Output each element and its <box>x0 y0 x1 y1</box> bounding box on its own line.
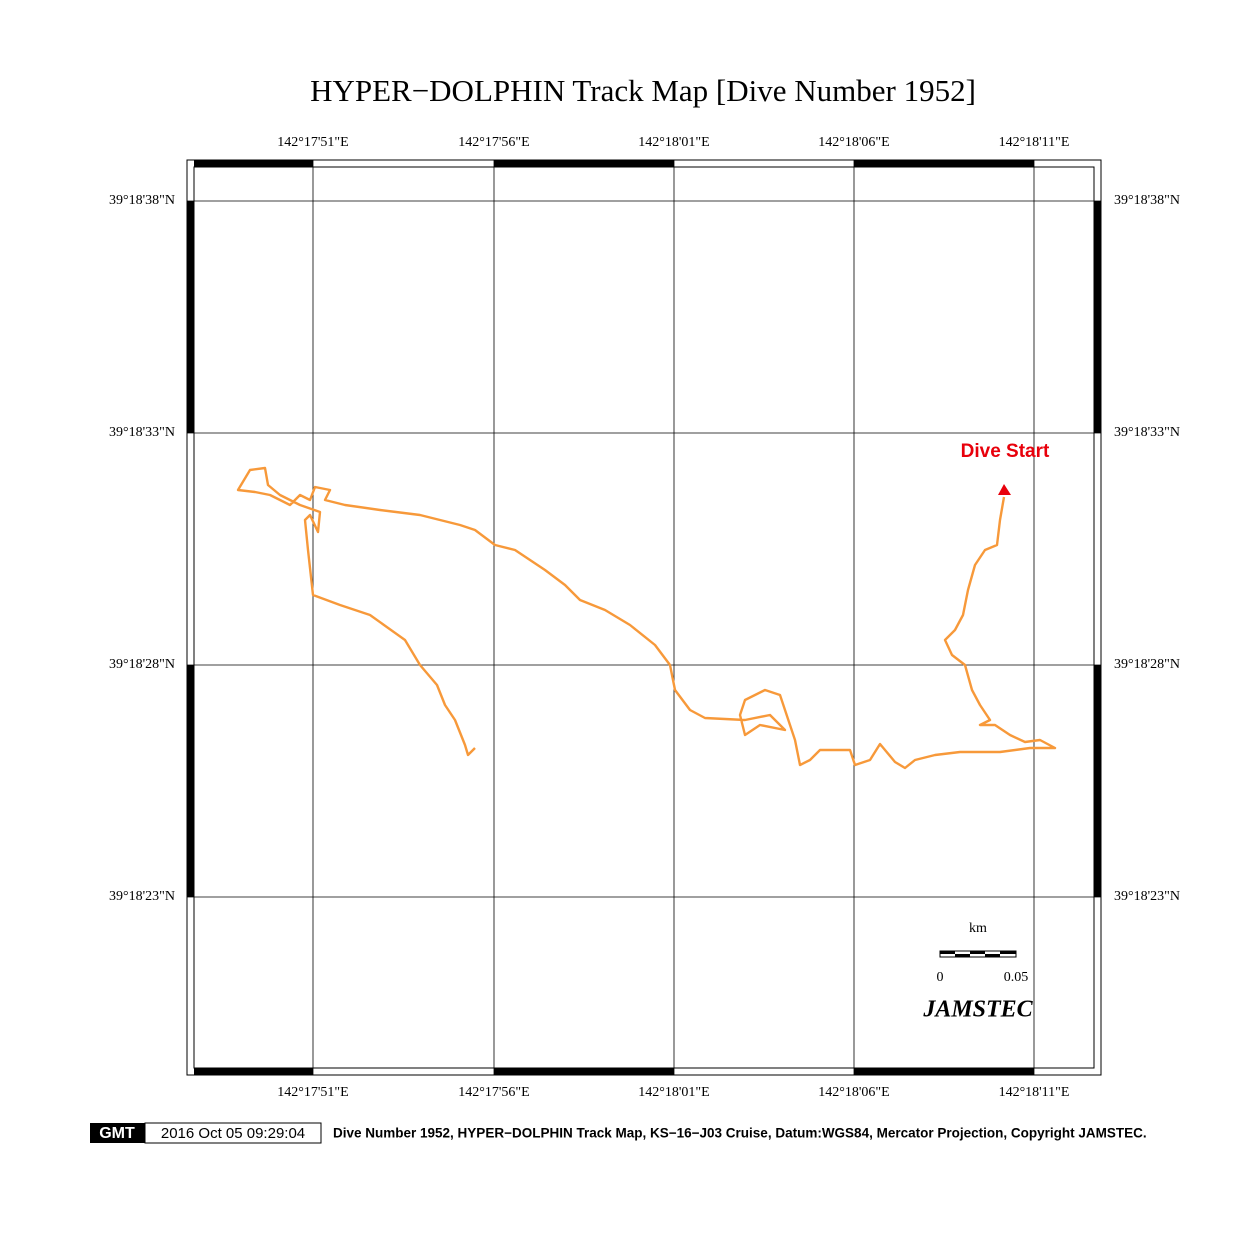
lat-label: 39°18'38"N <box>109 193 175 208</box>
lat-label: 39°18'38"N <box>1114 193 1180 208</box>
timestamp: 2016 Oct 05 09:29:04 <box>161 1125 305 1142</box>
scale-label: 0.05 <box>1004 970 1029 985</box>
lon-label: 142°18'11"E <box>999 1085 1070 1100</box>
lon-label: 142°17'51"E <box>277 1085 348 1100</box>
lat-label: 39°18'23"N <box>1114 889 1180 904</box>
footer: GMT 2016 Oct 05 09:29:04 Dive Number 195… <box>90 1122 1147 1144</box>
outer-border <box>186 159 1102 1076</box>
dive-track <box>236 466 1057 770</box>
lon-label: 142°18'01"E <box>638 1085 709 1100</box>
gmt-logo: GMT <box>99 1125 135 1142</box>
lat-label: 39°18'28"N <box>109 657 175 672</box>
caption: Dive Number 1952, HYPER−DOLPHIN Track Ma… <box>333 1126 1147 1141</box>
lon-label: 142°18'11"E <box>999 135 1070 150</box>
border-bars <box>187 160 1101 1075</box>
marker-label: Dive Start <box>961 441 1050 462</box>
lat-label: 39°18'23"N <box>109 889 175 904</box>
dive-start-marker <box>998 484 1011 495</box>
lon-label: 142°18'06"E <box>818 1085 889 1100</box>
lon-label: 142°17'56"E <box>458 135 529 150</box>
lat-label: 39°18'33"N <box>109 425 175 440</box>
lat-label: 39°18'28"N <box>1114 657 1180 672</box>
lon-label: 142°18'06"E <box>818 135 889 150</box>
scale-unit: km <box>969 921 987 936</box>
scale-label: 0 <box>937 970 944 985</box>
lon-label: 142°17'56"E <box>458 1085 529 1100</box>
map-title: HYPER−DOLPHIN Track Map [Dive Number 195… <box>310 73 976 108</box>
lat-label: 39°18'33"N <box>1114 425 1180 440</box>
map-frame <box>186 159 1102 1076</box>
scale-bar: km 0 0.05 <box>937 921 1029 985</box>
lon-label: 142°18'01"E <box>638 135 709 150</box>
graticule <box>187 160 1101 1075</box>
lon-label: 142°17'51"E <box>277 135 348 150</box>
map-logo: JAMSTEC <box>922 997 1033 1023</box>
